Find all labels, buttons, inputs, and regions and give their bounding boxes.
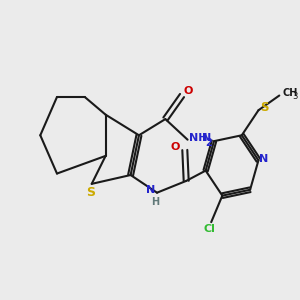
Text: N: N: [146, 185, 155, 195]
Text: NH: NH: [189, 133, 208, 143]
Text: S: S: [260, 101, 269, 114]
Text: 2: 2: [205, 138, 211, 148]
Text: 3: 3: [292, 92, 298, 101]
Text: S: S: [86, 186, 95, 199]
Text: O: O: [170, 142, 180, 152]
Text: H: H: [151, 197, 159, 207]
Text: O: O: [184, 86, 193, 96]
Text: N: N: [202, 133, 211, 143]
Text: Cl: Cl: [204, 224, 216, 235]
Text: CH: CH: [282, 88, 297, 98]
Text: N: N: [259, 154, 268, 164]
